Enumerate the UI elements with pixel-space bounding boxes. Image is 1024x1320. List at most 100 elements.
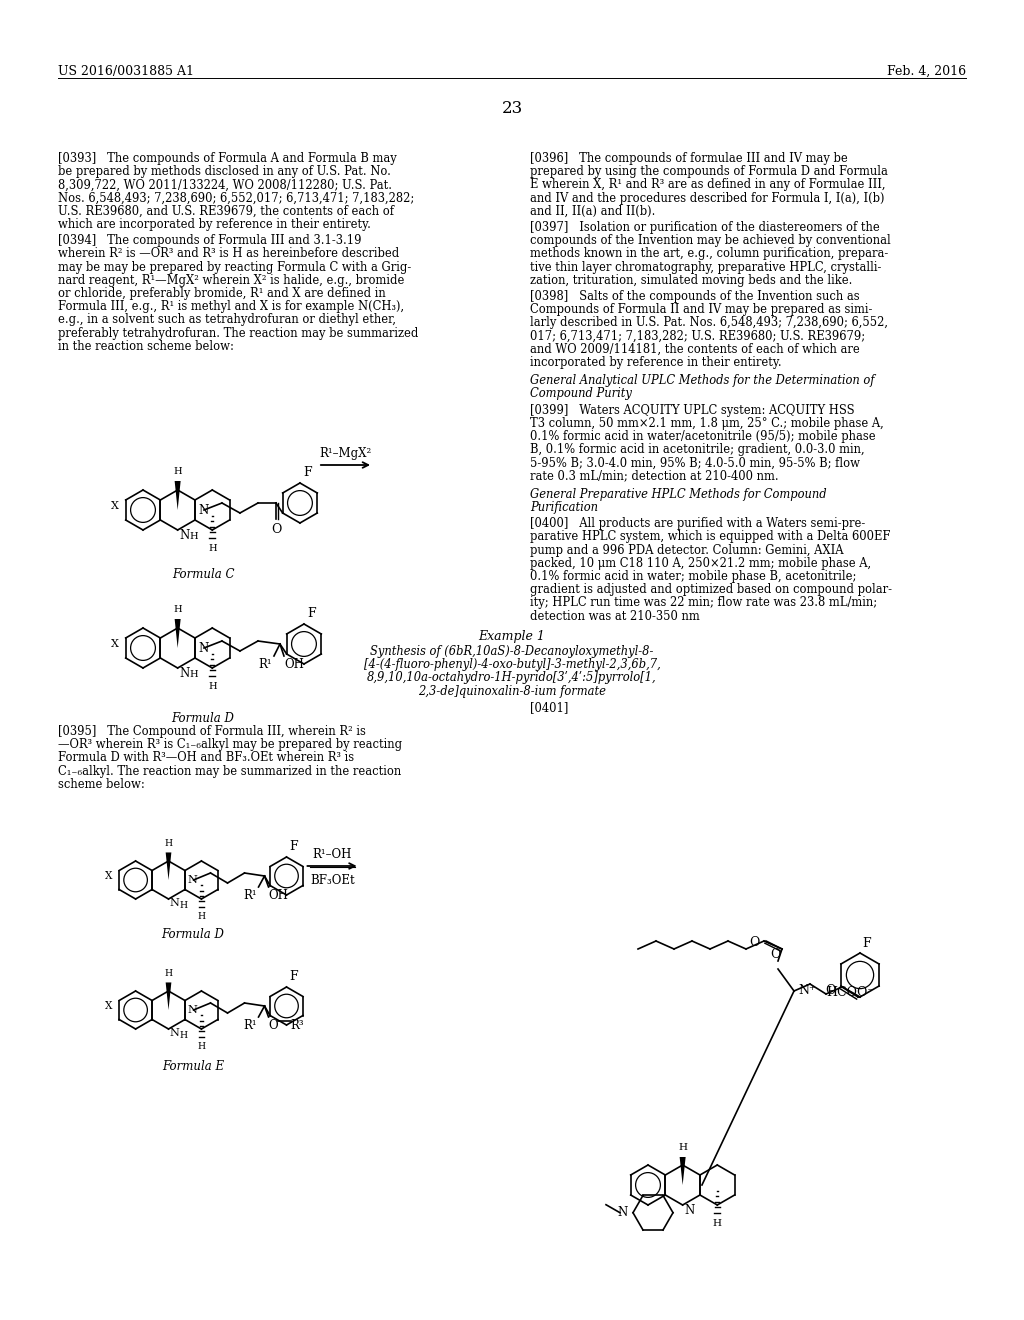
Text: zation, trituration, simulated moving beds and the like.: zation, trituration, simulated moving be… [530, 273, 852, 286]
Text: and II, II(a) and II(b).: and II, II(a) and II(b). [530, 205, 655, 218]
Text: R¹–OH: R¹–OH [312, 847, 352, 861]
Text: H: H [179, 900, 187, 909]
Text: R¹: R¹ [258, 657, 272, 671]
Text: [0398]   Salts of the compounds of the Invention such as: [0398] Salts of the compounds of the Inv… [530, 290, 859, 304]
Text: Formula D: Formula D [172, 711, 234, 725]
Text: H: H [189, 532, 198, 541]
Polygon shape [175, 619, 180, 648]
Text: Compounds of Formula II and IV may be prepared as simi-: Compounds of Formula II and IV may be pr… [530, 304, 872, 317]
Text: scheme below:: scheme below: [58, 777, 144, 791]
Text: and IV and the procedures described for Formula I, I(a), I(b): and IV and the procedures described for … [530, 191, 885, 205]
Text: be prepared by methods disclosed in any of U.S. Pat. No.: be prepared by methods disclosed in any … [58, 165, 391, 178]
Text: N: N [187, 875, 198, 884]
Text: Formula E: Formula E [162, 1060, 224, 1073]
Text: R¹–MgX²: R¹–MgX² [319, 447, 372, 459]
Text: nard reagent, R¹—MgX² wherein X² is halide, e.g., bromide: nard reagent, R¹—MgX² wherein X² is hali… [58, 273, 404, 286]
Text: H: H [198, 1043, 206, 1051]
Text: X: X [112, 502, 119, 511]
Text: tive thin layer chromatography, preparative HPLC, crystalli-: tive thin layer chromatography, preparat… [530, 260, 882, 273]
Polygon shape [166, 982, 171, 1010]
Text: O: O [270, 523, 282, 536]
Text: —OR³ wherein R³ is C₁₋₆alkyl may be prepared by reacting: —OR³ wherein R³ is C₁₋₆alkyl may be prep… [58, 738, 402, 751]
Text: HCOO⁻: HCOO⁻ [826, 986, 874, 999]
Text: methods known in the art, e.g., column purification, prepara-: methods known in the art, e.g., column p… [530, 247, 888, 260]
Text: Formula III, e.g., R¹ is methyl and X is for example N(CH₃),: Formula III, e.g., R¹ is methyl and X is… [58, 300, 404, 313]
Text: larly described in U.S. Pat. Nos. 6,548,493; 7,238,690; 6,552,: larly described in U.S. Pat. Nos. 6,548,… [530, 317, 888, 330]
Text: [4-(4-fluoro-phenyl)-4-oxo-butyl]-3-methyl-2,3,6b,7,: [4-(4-fluoro-phenyl)-4-oxo-butyl]-3-meth… [364, 659, 660, 671]
Text: 8,9,10,10a-octahydro-1H-pyrido[3ʹ,4ʹ:5]pyrrolo[1,: 8,9,10,10a-octahydro-1H-pyrido[3ʹ,4ʹ:5]p… [368, 672, 656, 684]
Text: N: N [179, 667, 189, 680]
Text: OH: OH [268, 888, 289, 902]
Text: Compound Purity: Compound Purity [530, 387, 632, 400]
Text: F: F [290, 840, 298, 853]
Text: Purification: Purification [530, 502, 598, 513]
Text: N: N [617, 1206, 628, 1220]
Text: X: X [105, 871, 113, 882]
Text: 5-95% B; 3.0-4.0 min, 95% B; 4.0-5.0 min, 95-5% B; flow: 5-95% B; 3.0-4.0 min, 95% B; 4.0-5.0 min… [530, 457, 860, 470]
Text: Example 1: Example 1 [478, 630, 546, 643]
Text: wherein R² is —OR³ and R³ is H as hereinbefore described: wherein R² is —OR³ and R³ is H as herein… [58, 247, 399, 260]
Text: or chloride, preferably bromide, R¹ and X are defined in: or chloride, preferably bromide, R¹ and … [58, 286, 386, 300]
Text: H: H [198, 912, 206, 921]
Text: X: X [105, 1001, 113, 1011]
Text: C₁₋₆alkyl. The reaction may be summarized in the reaction: C₁₋₆alkyl. The reaction may be summarize… [58, 764, 401, 777]
Text: [0394]   The compounds of Formula III and 3.1-3.19: [0394] The compounds of Formula III and … [58, 234, 361, 247]
Text: compounds of the Invention may be achieved by conventional: compounds of the Invention may be achiev… [530, 234, 891, 247]
Text: N: N [684, 1204, 694, 1217]
Text: [0393]   The compounds of Formula A and Formula B may: [0393] The compounds of Formula A and Fo… [58, 152, 396, 165]
Text: O: O [770, 948, 780, 961]
Text: H: H [678, 1143, 687, 1152]
Text: BF₃OEt: BF₃OEt [310, 874, 355, 887]
Text: N⁺: N⁺ [798, 985, 816, 998]
Text: [0396]   The compounds of formulae III and IV may be: [0396] The compounds of formulae III and… [530, 152, 848, 165]
Text: H: H [165, 969, 173, 978]
Text: and WO 2009/114181, the contents of each of which are: and WO 2009/114181, the contents of each… [530, 343, 860, 356]
Text: N: N [179, 529, 189, 543]
Text: US 2016/0031885 A1: US 2016/0031885 A1 [58, 65, 194, 78]
Text: 23: 23 [502, 100, 522, 117]
Text: Formula D with R³—OH and BF₃.OEt wherein R³ is: Formula D with R³—OH and BF₃.OEt wherein… [58, 751, 354, 764]
Text: T3 column, 50 mm×2.1 mm, 1.8 μm, 25° C.; mobile phase A,: T3 column, 50 mm×2.1 mm, 1.8 μm, 25° C.;… [530, 417, 884, 430]
Text: O: O [750, 936, 760, 949]
Text: packed, 10 μm C18 110 A, 250×21.2 mm; mobile phase A,: packed, 10 μm C18 110 A, 250×21.2 mm; mo… [530, 557, 871, 570]
Text: N: N [170, 1028, 180, 1038]
Text: [0395]   The Compound of Formula III, wherein R² is: [0395] The Compound of Formula III, wher… [58, 725, 366, 738]
Text: 8,309,722, WO 2011/133224, WO 2008/112280; U.S. Pat.: 8,309,722, WO 2011/133224, WO 2008/11228… [58, 178, 392, 191]
Text: General Preparative HPLC Methods for Compound: General Preparative HPLC Methods for Com… [530, 488, 826, 500]
Text: F: F [862, 937, 870, 950]
Text: R¹: R¹ [243, 1019, 257, 1032]
Text: N: N [198, 642, 208, 655]
Text: Synthesis of (6bR,10aS)-8-Decanoyloxymethyl-8-: Synthesis of (6bR,10aS)-8-Decanoyloxymet… [371, 645, 653, 657]
Text: 2,3-de]quinoxalin-8-ium formate: 2,3-de]quinoxalin-8-ium formate [418, 685, 606, 697]
Text: 0.1% formic acid in water/acetonitrile (95/5); mobile phase: 0.1% formic acid in water/acetonitrile (… [530, 430, 876, 444]
Text: incorporated by reference in their entirety.: incorporated by reference in their entir… [530, 356, 781, 370]
Text: R¹: R¹ [243, 888, 257, 902]
Text: H: H [208, 544, 217, 553]
Text: H: H [189, 671, 198, 678]
Polygon shape [680, 1158, 686, 1185]
Text: gradient is adjusted and optimized based on compound polar-: gradient is adjusted and optimized based… [530, 583, 892, 597]
Text: Formula C: Formula C [172, 568, 234, 581]
Text: O: O [825, 985, 836, 998]
Text: [0399]   Waters ACQUITY UPLC system: ACQUITY HSS: [0399] Waters ACQUITY UPLC system: ACQUI… [530, 404, 855, 417]
Text: 0.1% formic acid in water; mobile phase B, acetonitrile;: 0.1% formic acid in water; mobile phase … [530, 570, 856, 583]
Text: prepared by using the compounds of Formula D and Formula: prepared by using the compounds of Formu… [530, 165, 888, 178]
Text: parative HPLC system, which is equipped with a Delta 600EF: parative HPLC system, which is equipped … [530, 531, 891, 544]
Text: X: X [112, 639, 119, 649]
Text: H: H [173, 467, 182, 477]
Text: R³: R³ [291, 1019, 304, 1032]
Text: which are incorporated by reference in their entirety.: which are incorporated by reference in t… [58, 218, 371, 231]
Text: [0400]   All products are purified with a Waters semi-pre-: [0400] All products are purified with a … [530, 517, 865, 531]
Text: F: F [290, 970, 298, 983]
Text: General Analytical UPLC Methods for the Determination of: General Analytical UPLC Methods for the … [530, 374, 874, 387]
Text: detection was at 210-350 nm: detection was at 210-350 nm [530, 610, 699, 623]
Text: E wherein X, R¹ and R³ are as defined in any of Formulae III,: E wherein X, R¹ and R³ are as defined in… [530, 178, 886, 191]
Text: B, 0.1% formic acid in acetonitrile; gradient, 0.0-3.0 min,: B, 0.1% formic acid in acetonitrile; gra… [530, 444, 864, 457]
Text: Nos. 6,548,493; 7,238,690; 6,552,017; 6,713,471; 7,183,282;: Nos. 6,548,493; 7,238,690; 6,552,017; 6,… [58, 191, 415, 205]
Text: e.g., in a solvent such as tetrahydrofuran or diethyl ether,: e.g., in a solvent such as tetrahydrofur… [58, 313, 396, 326]
Text: preferably tetrahydrofuran. The reaction may be summarized: preferably tetrahydrofuran. The reaction… [58, 326, 419, 339]
Text: Feb. 4, 2016: Feb. 4, 2016 [887, 65, 966, 78]
Text: H: H [208, 682, 217, 690]
Text: H: H [179, 1031, 187, 1040]
Text: H: H [173, 605, 182, 614]
